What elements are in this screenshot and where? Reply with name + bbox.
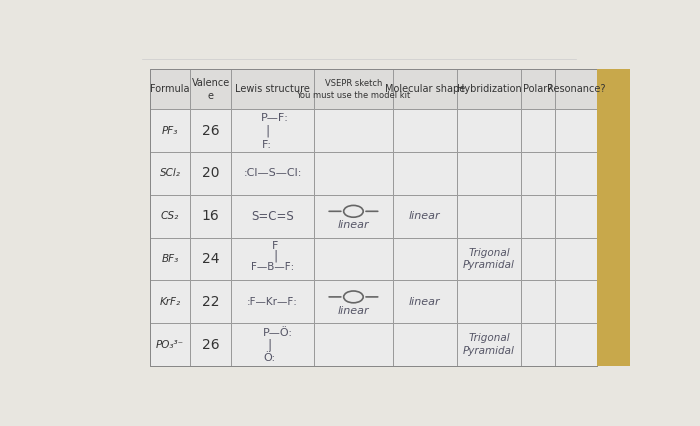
FancyBboxPatch shape [393,323,457,366]
Text: linear: linear [337,306,369,316]
FancyBboxPatch shape [190,323,231,366]
Text: |: | [267,338,272,351]
Text: KrF₂: KrF₂ [160,297,181,307]
FancyBboxPatch shape [393,280,457,323]
FancyBboxPatch shape [457,109,522,152]
Text: :Cl—S—Cl:: :Cl—S—Cl: [244,168,302,178]
Text: Polar?: Polar? [523,84,552,94]
FancyBboxPatch shape [393,69,457,109]
FancyBboxPatch shape [457,323,522,366]
FancyBboxPatch shape [554,69,597,109]
FancyBboxPatch shape [393,238,457,280]
FancyBboxPatch shape [150,109,190,152]
FancyBboxPatch shape [522,152,554,195]
FancyBboxPatch shape [554,195,597,238]
Text: 24: 24 [202,252,219,266]
Text: Formula: Formula [150,84,190,94]
FancyBboxPatch shape [190,238,231,280]
Text: CS₂: CS₂ [161,211,179,221]
FancyBboxPatch shape [522,238,554,280]
Text: F̈:: F̈: [262,141,272,150]
FancyBboxPatch shape [150,280,190,323]
Text: 20: 20 [202,167,219,181]
Text: Lewis structure: Lewis structure [235,84,310,94]
FancyBboxPatch shape [393,152,457,195]
FancyBboxPatch shape [231,280,314,323]
FancyBboxPatch shape [150,69,190,109]
FancyBboxPatch shape [314,280,393,323]
FancyBboxPatch shape [457,195,522,238]
FancyBboxPatch shape [522,323,554,366]
FancyBboxPatch shape [314,109,393,152]
FancyBboxPatch shape [522,195,554,238]
Text: Hybridization: Hybridization [457,84,522,94]
Text: Trigonal
Pyramidal: Trigonal Pyramidal [463,334,515,356]
FancyBboxPatch shape [457,280,522,323]
Text: :F̈—Kr—F̈:: :F̈—Kr—F̈: [247,297,298,307]
Text: BF₃: BF₃ [162,254,178,264]
FancyBboxPatch shape [231,238,314,280]
Text: linear: linear [409,297,441,307]
FancyBboxPatch shape [88,51,630,69]
FancyBboxPatch shape [190,69,231,109]
FancyBboxPatch shape [522,280,554,323]
Text: P—Ö:: P—Ö: [263,328,293,338]
Text: 26: 26 [202,338,219,351]
Text: 16: 16 [202,209,220,223]
FancyBboxPatch shape [231,195,314,238]
FancyBboxPatch shape [150,195,190,238]
Text: Resonance?: Resonance? [547,84,606,94]
FancyBboxPatch shape [314,152,393,195]
Text: Molecular shape: Molecular shape [385,84,465,94]
FancyBboxPatch shape [598,69,630,366]
Text: VSEPR sketch
You must use the model kit: VSEPR sketch You must use the model kit [296,79,411,100]
Text: F̈—B—F̈:: F̈—B—F̈: [251,262,294,272]
Text: Ö:: Ö: [264,353,276,363]
Text: 22: 22 [202,295,219,309]
FancyBboxPatch shape [393,195,457,238]
Text: SCl₂: SCl₂ [160,168,181,178]
FancyBboxPatch shape [190,152,231,195]
Text: S̈=C=S̈: S̈=C=S̈ [251,210,294,223]
FancyBboxPatch shape [554,238,597,280]
FancyBboxPatch shape [554,323,597,366]
FancyBboxPatch shape [150,238,190,280]
FancyBboxPatch shape [190,280,231,323]
FancyBboxPatch shape [522,109,554,152]
Text: PF₃: PF₃ [162,126,178,135]
FancyBboxPatch shape [314,238,393,280]
FancyBboxPatch shape [190,109,231,152]
Text: P—F̈:: P—F̈: [261,112,289,123]
FancyBboxPatch shape [554,152,597,195]
FancyBboxPatch shape [190,195,231,238]
FancyBboxPatch shape [393,109,457,152]
Text: |: | [273,249,277,262]
FancyBboxPatch shape [457,152,522,195]
FancyBboxPatch shape [554,109,597,152]
FancyBboxPatch shape [457,238,522,280]
Text: F̈: F̈ [272,241,279,251]
FancyBboxPatch shape [150,323,190,366]
Text: PO₃³⁻: PO₃³⁻ [156,340,184,350]
Text: Valence
e: Valence e [192,78,230,101]
FancyBboxPatch shape [231,152,314,195]
Text: linear: linear [337,220,369,230]
FancyBboxPatch shape [522,69,554,109]
Text: 26: 26 [202,124,219,138]
FancyBboxPatch shape [314,69,393,109]
FancyBboxPatch shape [231,323,314,366]
Text: Trigonal
Pyramidal: Trigonal Pyramidal [463,248,515,270]
FancyBboxPatch shape [314,195,393,238]
FancyBboxPatch shape [554,280,597,323]
FancyBboxPatch shape [231,109,314,152]
FancyBboxPatch shape [150,152,190,195]
FancyBboxPatch shape [231,69,314,109]
Text: linear: linear [409,211,441,221]
FancyBboxPatch shape [457,69,522,109]
Text: |: | [265,124,270,137]
FancyBboxPatch shape [314,323,393,366]
